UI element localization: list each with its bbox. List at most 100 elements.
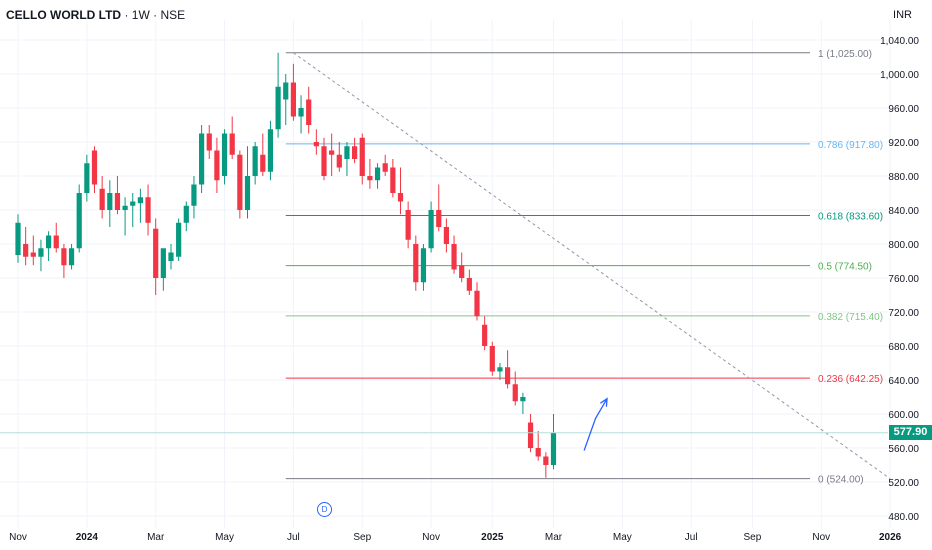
candle-body (99, 188, 105, 210)
time-tick-label: May (215, 532, 234, 543)
price-tick-label: 680.00 (888, 342, 919, 353)
candle-body (543, 456, 549, 465)
exchange: NSE (160, 8, 186, 22)
dividend-marker[interactable]: D (317, 502, 332, 517)
time-axis: Nov 2024 Mar May Jul Sep Nov 2025 Mar May Jul Sep No… (9, 532, 902, 543)
candle-body (84, 163, 90, 193)
candle-body (405, 210, 411, 240)
time-tick-label: May (613, 532, 632, 543)
candle-body (397, 193, 404, 202)
candle-body (512, 384, 518, 402)
candle-body (160, 248, 166, 278)
candle-body (374, 167, 381, 181)
fib-level-label: 0.618 (833.60) (818, 211, 883, 222)
candle-body (15, 222, 21, 256)
candle-body (68, 248, 75, 266)
last-price-badge: 577.90 (889, 424, 932, 440)
price-tick-label: 600.00 (888, 410, 919, 421)
candle-body (352, 146, 358, 159)
time-tick-label: Mar (147, 532, 165, 543)
candle-body (283, 82, 289, 100)
candle-body (413, 244, 419, 283)
projection-arrow-head (600, 397, 608, 407)
price-tick-label: 1,000.00 (880, 70, 919, 81)
candle-body (321, 146, 327, 176)
candle-body (237, 154, 243, 210)
candle-body (459, 265, 465, 278)
price-tick-label: 1,040.00 (880, 36, 919, 47)
price-tick-label: 840.00 (888, 206, 919, 217)
price-tick-label: 920.00 (888, 138, 919, 149)
candle-body (489, 346, 495, 372)
interval: 1W (131, 8, 150, 22)
candle-body (420, 248, 427, 283)
candle-body (436, 210, 442, 227)
fib-level-label: 0.236 (642.25) (818, 374, 883, 385)
time-tick-label: Jul (287, 532, 300, 543)
trendline (293, 52, 891, 480)
candle-body (535, 448, 541, 457)
time-tick-label: Sep (353, 532, 371, 543)
candle-body (107, 193, 113, 210)
candle-body (91, 150, 98, 185)
time-tick-label: 2024 (76, 532, 99, 543)
time-tick-label: Sep (744, 532, 762, 543)
price-tick-label: 640.00 (888, 376, 919, 387)
candle-body (336, 154, 342, 168)
candle-body (443, 227, 449, 244)
candle-body (527, 422, 534, 448)
candle-body (244, 176, 251, 210)
candle-body (260, 154, 266, 172)
fib-level-label: 0.5 (774.50) (818, 262, 872, 273)
candle-body (474, 290, 480, 317)
time-tick-label: 2026 (879, 532, 902, 543)
diagonal-trendline (293, 52, 891, 480)
candle-body (367, 176, 373, 181)
time-tick-label: Jul (685, 532, 698, 543)
chart-title: CELLO WORLD LTD · 1W · NSE (6, 8, 186, 22)
candle-body (466, 278, 472, 291)
time-tick-label: 2025 (481, 532, 504, 543)
candle-body (214, 150, 220, 181)
candle-body (306, 99, 312, 125)
price-tick-label: 720.00 (888, 308, 919, 319)
candle-body (390, 167, 396, 193)
candle-body (183, 205, 189, 223)
candle-body (359, 137, 365, 176)
candle-body (221, 133, 228, 176)
candle-body (191, 184, 197, 206)
time-tick-label: Nov (9, 532, 27, 543)
candle-body (176, 222, 182, 257)
fib-level-label: 0.382 (715.40) (818, 312, 883, 323)
candle-body (290, 82, 296, 117)
candle-body (298, 108, 304, 117)
fib-level-label: 0.786 (917.80) (818, 140, 883, 151)
candle-body (137, 197, 143, 204)
fib-level-label: 1 (1,025.00) (818, 49, 872, 60)
candle-body (382, 163, 388, 172)
candle-body (329, 150, 335, 155)
symbol-name: CELLO WORLD LTD (6, 8, 122, 22)
price-tick-label: 760.00 (888, 274, 919, 285)
candle-body (206, 133, 212, 151)
price-tick-label: 880.00 (888, 172, 919, 183)
candle-body (550, 432, 557, 465)
candle-body (451, 244, 457, 270)
price-axis: 480.00 520.00 560.00 600.00 640.00 680.00 720.… (880, 36, 919, 523)
price-tick-label: 480.00 (888, 512, 919, 523)
price-tick-label: 800.00 (888, 240, 919, 251)
candle-body (61, 248, 67, 266)
chart-grid (0, 20, 891, 528)
price-tick-label: 960.00 (888, 104, 919, 115)
price-tick-label: 560.00 (888, 444, 919, 455)
candle-body (428, 210, 434, 249)
candle-body (168, 252, 174, 261)
candle-body (145, 197, 151, 223)
annotations (0, 397, 888, 451)
candle-body (153, 228, 159, 278)
fib-level-label: 0 (524.00) (818, 475, 864, 486)
candle-body (497, 367, 503, 372)
fibonacci-retracement: 1 (1,025.00) 0.786 (917.80) 0.618 (833.60)… (285, 49, 883, 486)
candle-body (229, 133, 235, 155)
